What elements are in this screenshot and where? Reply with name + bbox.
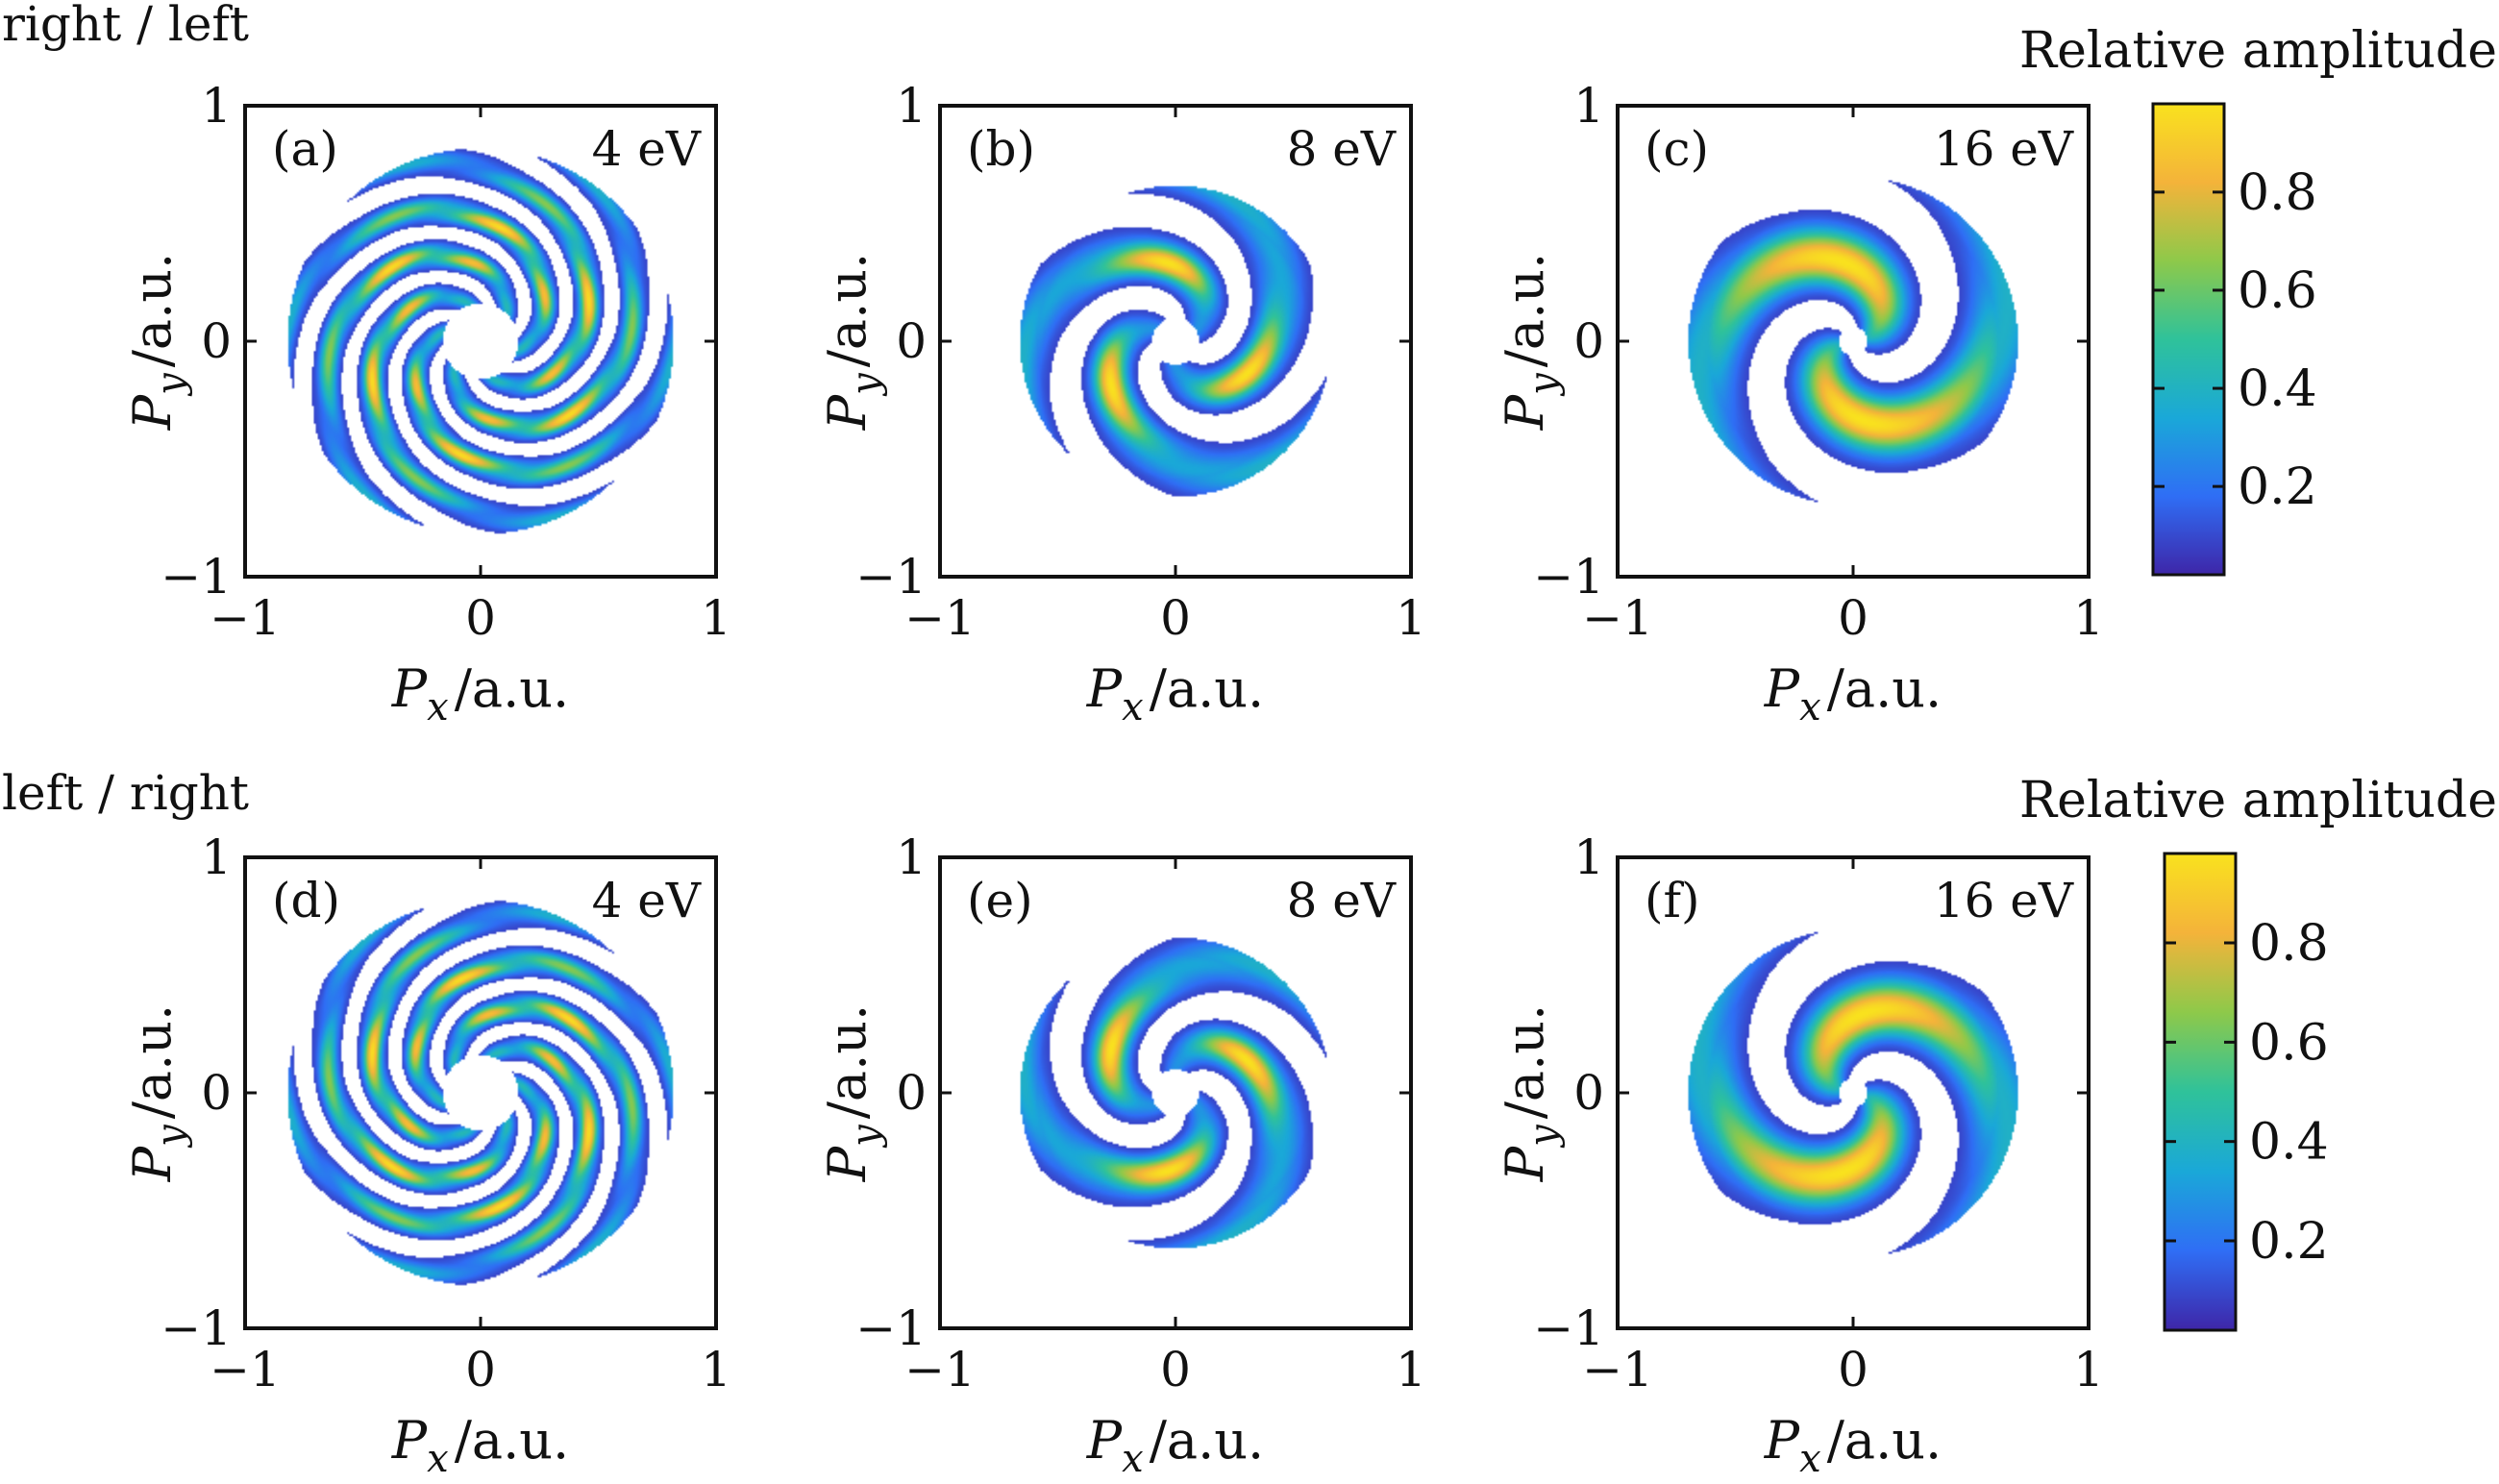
ytick-label-e: 0	[896, 1065, 927, 1121]
colorbar-title-top: Relative amplitude	[2019, 22, 2497, 80]
panel-e: −1−1 0 0 1 1 (e) 8 eV Px/a.u. Py/a.u.	[817, 829, 1426, 1481]
ytick-label-c: 1	[1573, 78, 1604, 134]
energy-label-e: 8 eV	[1287, 873, 1397, 928]
panel-label-f: (f)	[1645, 873, 1700, 928]
ylabel-f: Py/a.u.	[1495, 1004, 1566, 1182]
colorbar-tick-label: 0.8	[2249, 915, 2329, 973]
axes-frame-d	[243, 855, 718, 1330]
xtick-label-f: 1	[2073, 1342, 2104, 1397]
xtick-label-d: 1	[701, 1342, 731, 1397]
ytick-label-d: 0	[201, 1065, 232, 1121]
axes-frame-c	[1616, 104, 2091, 579]
ytick-label-d: 1	[201, 829, 232, 885]
heatmap-a	[245, 106, 716, 577]
ytick-label-b: −1	[855, 549, 927, 605]
xtick-label-a: −1	[210, 590, 281, 646]
xtick-label-d: −1	[210, 1342, 281, 1397]
xtick-label-b: −1	[904, 590, 976, 646]
xtick-label-f: −1	[1582, 1342, 1653, 1397]
colorbar-tick-label: 0.2	[2238, 458, 2317, 516]
xlabel-e: Px/a.u.	[1086, 1410, 1264, 1481]
ytick-label-a: 1	[201, 78, 232, 134]
heatmap-c	[1618, 106, 2089, 577]
colorbar-frame	[2163, 852, 2238, 1332]
ytick-label-f: 1	[1573, 829, 1604, 885]
xtick-label-e: 1	[1396, 1342, 1426, 1397]
colorbar-gradient	[2165, 853, 2236, 1330]
colorbar-gradient	[2153, 104, 2224, 575]
xtick-label-f: 0	[1838, 1342, 1868, 1397]
panel-d: −1−1 0 0 1 1 (d) 4 eV Px/a.u. Py/a.u.	[122, 829, 731, 1481]
panel-label-e: (e)	[967, 873, 1033, 928]
panel-label-b: (b)	[967, 121, 1035, 177]
panel-label-c: (c)	[1645, 121, 1709, 177]
panel-label-d: (d)	[272, 873, 340, 928]
ytick-label-e: −1	[855, 1300, 927, 1356]
xtick-label-d: 0	[465, 1342, 496, 1397]
xlabel-d: Px/a.u.	[391, 1410, 569, 1481]
colorbar-frame	[2151, 102, 2226, 577]
ytick-label-c: 0	[1573, 313, 1604, 369]
heatmap-f	[1618, 857, 2089, 1328]
ytick-label-d: −1	[161, 1300, 232, 1356]
ytick-label-f: 0	[1573, 1065, 1604, 1121]
xtick-label-b: 0	[1160, 590, 1191, 646]
axes-frame-a	[243, 104, 718, 579]
energy-label-a: 4 eV	[592, 121, 702, 177]
colorbar-bottom: Relative amplitude 0.2 0.4 0.6 0.8	[2019, 772, 2497, 1332]
energy-label-f: 16 eV	[1934, 873, 2074, 928]
ytick-label-f: −1	[1533, 1300, 1604, 1356]
heatmap-d	[245, 857, 716, 1328]
axes-frame-b	[938, 104, 1413, 579]
ytick-label-a: 0	[201, 313, 232, 369]
energy-label-d: 4 eV	[592, 873, 702, 928]
xlabel-c: Px/a.u.	[1764, 658, 1942, 730]
xlabel-b: Px/a.u.	[1086, 658, 1264, 730]
heatmap-b	[940, 106, 1411, 577]
ytick-label-b: 0	[896, 313, 927, 369]
xtick-label-c: −1	[1582, 590, 1653, 646]
panel-b: −1−1 0 0 1 1 (b) 8 eV Px/a.u. Py/a.u.	[817, 78, 1426, 730]
colorbar-top: Relative amplitude 0.2 0.4 0.6 0.8	[2019, 22, 2497, 577]
ylabel-a: Py/a.u.	[122, 253, 193, 431]
colorbar-tick-label: 0.4	[2249, 1114, 2329, 1172]
ytick-label-e: 1	[896, 829, 927, 885]
xtick-label-e: 0	[1160, 1342, 1191, 1397]
xlabel-a: Px/a.u.	[391, 658, 569, 730]
panel-c: −1−1 0 0 1 1 (c) 16 eV Px/a.u. Py/a.u.	[1495, 78, 2104, 730]
panel-f: −1−1 0 0 1 1 (f) 16 eV Px/a.u. Py/a.u.	[1495, 829, 2104, 1481]
colorbar-tick-label: 0.6	[2249, 1014, 2329, 1072]
xtick-label-b: 1	[1396, 590, 1426, 646]
ylabel-d: Py/a.u.	[122, 1004, 193, 1182]
colorbar-tick-label: 0.4	[2238, 360, 2317, 418]
ylabel-b: Py/a.u.	[817, 253, 888, 431]
row-title-top: right / left	[2, 0, 249, 52]
ylabel-e: Py/a.u.	[817, 1004, 888, 1182]
row-title-bottom: left / right	[2, 765, 249, 821]
ytick-label-c: −1	[1533, 549, 1604, 605]
colorbar-title-bottom: Relative amplitude	[2019, 772, 2497, 829]
ylabel-c: Py/a.u.	[1495, 253, 1566, 431]
colorbar-tick-label: 0.2	[2249, 1213, 2329, 1271]
colorbar-tick-label: 0.8	[2238, 164, 2317, 222]
ytick-label-b: 1	[896, 78, 927, 134]
xtick-label-c: 0	[1838, 590, 1868, 646]
ytick-label-a: −1	[161, 549, 232, 605]
panel-a: −1−1 0 0 1 1 (a) 4 eV Px/a.u. Py/a.u.	[122, 78, 731, 730]
energy-label-c: 16 eV	[1934, 121, 2074, 177]
xtick-label-a: 0	[465, 590, 496, 646]
axes-frame-f	[1616, 855, 2091, 1330]
colorbar-tick-label: 0.6	[2238, 262, 2317, 320]
xtick-label-a: 1	[701, 590, 731, 646]
energy-label-b: 8 eV	[1287, 121, 1397, 177]
panel-label-a: (a)	[272, 121, 338, 177]
xtick-label-c: 1	[2073, 590, 2104, 646]
axes-frame-e	[938, 855, 1413, 1330]
heatmap-e	[940, 857, 1411, 1328]
xlabel-f: Px/a.u.	[1764, 1410, 1942, 1481]
xtick-label-e: −1	[904, 1342, 976, 1397]
